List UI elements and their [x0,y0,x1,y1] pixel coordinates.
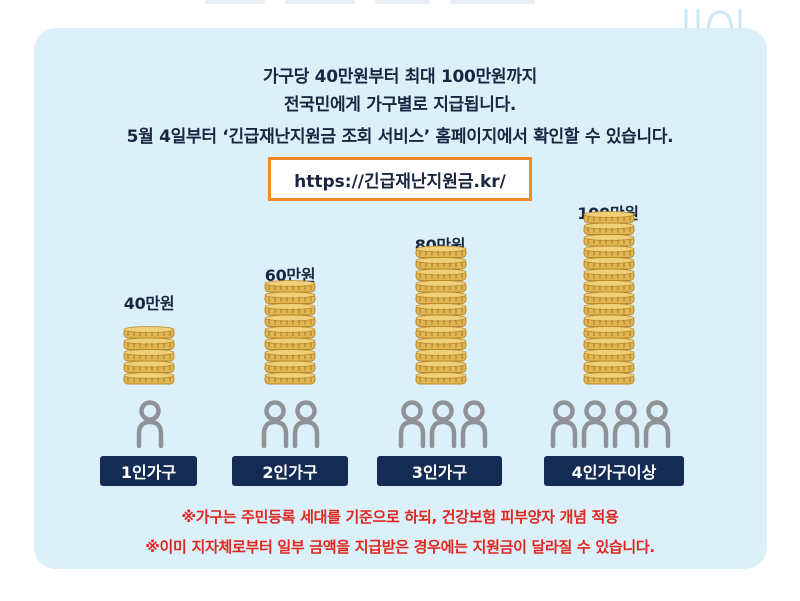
coin [123,360,175,373]
coin [415,245,467,258]
coin [415,314,467,327]
person-figure [398,400,426,448]
person-figure [460,400,488,448]
website-url-link[interactable]: https://긴급재난지원금.kr/ [268,157,532,201]
person-icon [398,400,488,448]
coin [583,326,635,339]
coin [415,337,467,350]
coin [264,303,316,316]
coin [123,349,175,362]
coin [583,337,635,350]
coin [415,280,467,293]
coin [123,326,175,339]
coin [264,360,316,373]
coin [583,268,635,281]
coin [583,291,635,304]
coin [583,211,635,224]
person-figure [550,400,578,448]
household-tag-label: 3인가구 [411,463,468,482]
coin [264,314,316,327]
note-amount-difference: ※이미 지자체로부터 일부 금액을 지급받은 경우에는 지원금이 달라질 수 있… [145,538,655,556]
coin [264,326,316,339]
decoration-bar [375,0,430,4]
coin [583,314,635,327]
coin [415,372,467,385]
coin-stack-icon [123,326,175,385]
household-tag-label: 2인가구 [262,463,318,482]
household-tag-label: 4인가구이상 [571,463,657,482]
decoration-bar [205,0,265,4]
person-figure [612,400,640,448]
coin [415,303,467,316]
person-figure [136,400,164,448]
amount-label-2: 60만원 [264,266,316,285]
coin [264,280,316,293]
coin [415,257,467,270]
coin [583,349,635,362]
person-figure [292,400,320,448]
household-tag-1: 1인가구 [100,456,197,486]
coin [583,303,635,316]
coin [264,372,316,385]
person-icon [550,400,671,448]
person-figure [261,400,289,448]
coin-stack-icon [583,211,635,385]
coin [583,257,635,270]
person-figure [643,400,671,448]
headline-line-2: 전국민에게 가구별로 지급됩니다. [283,95,517,115]
coin [415,291,467,304]
coin-stack-icon [264,280,316,385]
person-icon [136,400,164,448]
household-tag-3: 3인가구 [377,456,502,486]
headline-line-3: 5월 4일부터 ‘긴급재난지원금 조회 서비스’ 홈페이지에서 확인할 수 있습… [126,127,674,147]
decoration-bar [450,0,535,4]
coin [583,222,635,235]
coin [415,268,467,281]
coin [583,372,635,385]
coin [583,360,635,373]
amount-label-1: 40만원 [123,294,175,313]
coin [415,360,467,373]
household-tag-2: 2인가구 [232,456,348,486]
coin [264,291,316,304]
coin-stack-icon [415,245,467,385]
coin [415,349,467,362]
person-figure [581,400,609,448]
note-household-definition: ※가구는 주민등록 세대를 기준으로 하되, 건강보험 피부양자 개념 적용 [181,508,619,526]
household-tag-label: 1인가구 [120,463,177,482]
decoration-bar [285,0,355,4]
coin [123,337,175,350]
top-decoration-strip [0,0,800,8]
coin [264,349,316,362]
person-icon [261,400,320,448]
headline-line-1: 가구당 40만원부터 최대 100만원까지 [263,67,537,87]
coin [583,280,635,293]
website-url-text: https://긴급재난지원금.kr/ [294,171,506,192]
coin [583,245,635,258]
person-figure [429,400,457,448]
coin [123,372,175,385]
corner-decoration-icon [684,8,742,36]
household-tag-4: 4인가구이상 [544,456,684,486]
coin [264,337,316,350]
coin [415,326,467,339]
coin [583,234,635,247]
